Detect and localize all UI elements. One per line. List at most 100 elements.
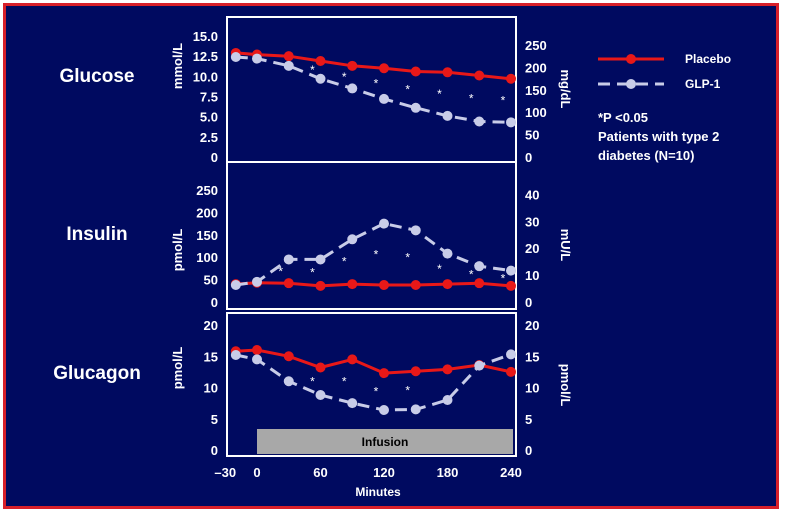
glp1-data-point [347,234,358,245]
ytick-left-label: 0 [211,443,218,458]
placebo-series-line [235,51,512,81]
placebo-data-point [379,63,389,74]
placebo-data-point [474,70,485,81]
ytick-right-label: 30 [525,214,539,229]
significance-star: * [374,77,379,91]
significance-star: * [310,266,315,280]
glp1-data-point [347,398,358,409]
xaxis-title: Minutes [355,485,401,499]
glp1-data-point [347,83,358,94]
legend-placebo-label: Placebo [685,52,731,66]
placebo-data-point [379,368,389,379]
significance-star: * [437,262,442,276]
glp1-data-point [230,350,241,360]
ytick-left-label: 150 [196,228,218,243]
ytick-left-label: 200 [196,205,218,220]
glp1-data-point [315,390,326,400]
glp1-data-point [283,254,294,265]
placebo-data-point [283,278,294,289]
insulin-ylabel-right: mU/L [558,229,573,262]
glp1-data-point [283,376,294,387]
placebo-series-line [235,348,512,375]
glucose-ylabel-right: mg/dL [558,70,573,109]
xtick-label: 0 [253,465,260,480]
significance-star: * [469,268,474,282]
significance-star: * [342,70,347,84]
glp1-data-point [410,225,421,236]
placebo-data-point [442,279,453,290]
legend-patients-line2: diabetes (N=10) [598,148,694,163]
glp1-data-point [230,51,241,62]
placebo-data-point [379,279,389,290]
placebo-data-point [410,279,421,290]
ytick-right-label: 10 [525,381,539,396]
legend-glp1-marker [626,79,636,89]
legend-glp1-label: GLP-1 [685,77,721,91]
glp1-series-line [235,222,512,287]
placebo-data-point [442,364,453,375]
placebo-data-point [410,66,421,77]
ytick-left-label: 7.5 [200,90,218,105]
placebo-data-point [315,362,326,373]
significance-star: * [310,63,315,77]
placebo-series-line [235,281,512,288]
ytick-left-label: 0 [211,150,218,165]
ytick-left-label: 250 [196,183,218,198]
glp1-data-point [315,73,326,84]
significance-star: * [501,94,506,108]
ytick-right-label: 250 [525,38,547,53]
placebo-data-point [315,56,326,67]
ytick-left-label: 5 [211,412,218,427]
glp1-data-point [474,360,485,371]
glp1-data-point [410,404,421,415]
ytick-right-label: 10 [525,268,539,283]
placebo-data-point [506,73,516,84]
ytick-right-label: 0 [525,295,532,310]
panel-title-glucagon: Glucagon [53,363,141,384]
infusion-label: Infusion [362,435,409,449]
significance-star: * [374,385,379,399]
glp1-data-point [379,405,389,415]
xtick-label: 180 [437,465,459,480]
glp1-data-point [230,279,241,290]
slide [3,3,779,509]
significance-star: * [310,374,315,388]
glp1-data-point [252,354,262,365]
glp1-data-point [252,53,262,64]
placebo-data-point [506,280,516,291]
ytick-right-label: 20 [525,241,539,256]
placebo-data-point [347,60,358,71]
glp1-data-point [506,265,516,276]
xtick-label: 60 [313,465,327,480]
xtick-label: 240 [500,465,522,480]
glp1-data-point [442,395,453,405]
significance-star: * [374,247,379,261]
glp1-data-point [442,110,453,121]
xtick-label: –30 [214,465,236,480]
glp1-data-point [442,248,453,259]
ytick-left-label: 2.5 [200,130,218,145]
ytick-right-label: 15 [525,349,539,364]
placebo-data-point [474,278,485,289]
glp1-data-point [474,261,485,272]
significance-star: * [501,271,506,285]
ytick-right-label: 200 [525,60,547,75]
legend-patients-line1: Patients with type 2 [598,129,719,144]
significance-star: * [405,383,410,397]
xtick-label: 120 [373,465,395,480]
ytick-right-label: 5 [525,412,532,427]
ytick-right-label: 50 [525,127,539,142]
significance-star: * [342,255,347,269]
significance-star: * [437,87,442,101]
significance-star: * [278,264,283,278]
ytick-left-label: 10.0 [193,69,218,84]
glp1-data-point [506,349,516,360]
placebo-data-point [442,67,453,78]
ytick-left-label: 20 [204,318,218,333]
insulin-ylabel-left: pmol/L [170,229,185,272]
glp1-data-point [379,218,389,229]
glp1-data-point [410,102,421,113]
ytick-right-label: 100 [525,105,547,120]
ytick-left-label: 10 [204,381,218,396]
